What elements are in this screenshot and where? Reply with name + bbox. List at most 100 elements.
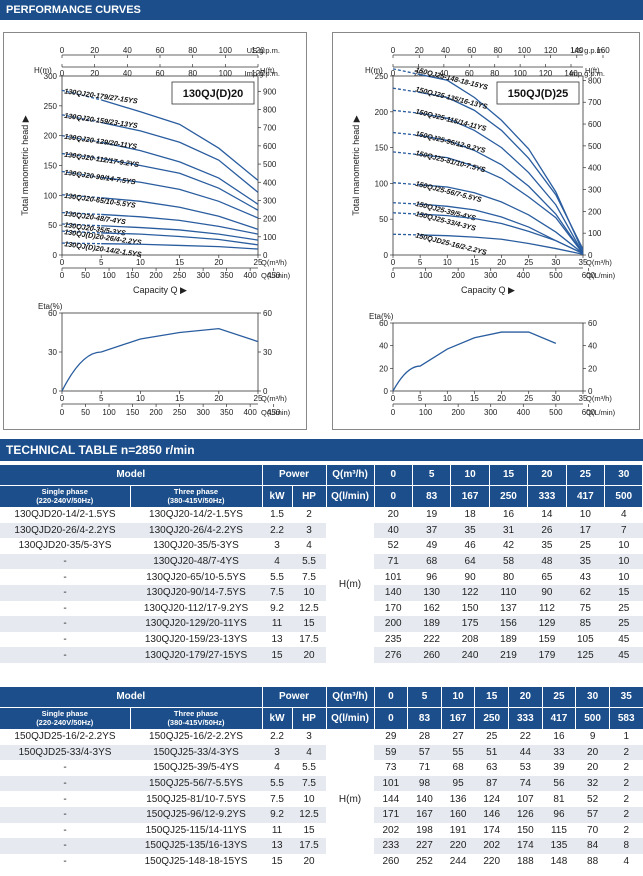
q-lmin-value: 583 [609,706,643,729]
head-value: 14 [527,507,567,523]
head-value: 222 [412,631,451,648]
curve-line [101,243,259,250]
head-value: 29 [374,729,408,745]
hm-tick-label: 200 [44,132,58,141]
eta-tick-label-right: 0 [588,387,593,396]
curve-dashed-segment [61,211,102,216]
head-value: 146 [474,806,509,823]
head-value: 175 [450,616,490,632]
kw-value: 5.5 [262,775,293,792]
single-phase-model: - [0,569,130,585]
head-value: 46 [450,538,490,554]
head-value: 16 [489,507,528,523]
three-phase-model: 130QJ20-48/7-4YS [130,553,263,570]
curve-dashed-segment [61,135,102,143]
three-phase-model: 150QJ25-81/10-7.5YS [130,791,263,807]
hp-value: 4 [292,538,327,554]
eff-m3h-tick-label: 25 [254,394,263,403]
single-phase-model: 130QJD20-35/5-3YS [0,538,130,554]
curve-line [420,213,584,255]
q-lmin-value: 250 [474,706,510,729]
curve-line [420,184,584,255]
q-lmin-value: 167 [450,484,490,507]
kw-value: 15 [262,853,293,870]
eff-m3h-tick-label: 35 [579,394,588,403]
m3h-tick-label: 5 [99,258,104,267]
hft-tick-label: 0 [588,251,593,260]
imp-tick-label: 140 [564,69,578,78]
us-tick-label: 40 [441,46,450,55]
curve-label: 130QJ20-159/23-13YS [64,111,139,130]
head-value: 20 [374,507,413,523]
eff-m3h-axis-label: Q(m³/h) [261,394,287,403]
q-m3h-value: 15 [474,687,510,707]
single-phase-model: - [0,853,130,870]
hft-tick-label: 500 [588,142,602,151]
head-value: 276 [374,647,413,663]
x-axis-title: Capacity Q ▶ [461,285,515,295]
hft-tick-label: 800 [588,76,602,85]
m3h-tick-label: 25 [254,258,263,267]
imp-tick-label: 120 [251,69,265,78]
lmin-tick-label: 100 [102,271,116,280]
q-lmin-value: 333 [527,484,567,507]
hp-value: 10 [292,584,327,601]
hp-value: 3 [292,522,327,539]
head-value: 2 [609,822,643,839]
hm-tick-label: 100 [44,191,58,200]
q-m3h-value: 5 [407,687,442,707]
head-value: 18 [450,507,490,523]
table-row: 130QJD20-14/2-1.5YS 130QJ20-14/2-1.5YS 1.5… [0,507,643,663]
imp-scale-label: Imp g.p.m. [570,69,605,78]
eta-tick-label-left: 20 [379,364,388,373]
hp-value: 20 [292,853,327,870]
hft-tick-label: 100 [263,233,277,242]
m3h-tick-label: 20 [497,258,506,267]
q-lmin-value: 250 [489,484,529,507]
table-row: -150QJ25-81/10-7.5YS 7.5 10 144 140 136 124 107… [0,791,643,807]
head-value: 25 [604,600,643,617]
performance-title: PERFORMANCE CURVES [6,4,141,16]
head-value: 252 [407,853,442,870]
hm-tick-label: 250 [44,102,58,111]
table-row: -130QJ20-179/27-15YS 15 20 276 260 240 219 179 1… [0,647,643,663]
hp-value: 5.5 [292,760,327,776]
head-value: 189 [489,631,528,648]
curve-dashed-segment [61,223,102,227]
head-value: 10 [604,538,643,554]
q-m3h-value: 20 [508,687,543,707]
q-lmin-value: 500 [575,706,610,729]
eff-lmin-tick-label: 600 [582,408,596,417]
imp-tick-label: 120 [539,69,553,78]
head-value: 25 [474,729,509,745]
head-value: 28 [407,729,442,745]
kw-value: 3 [262,538,293,554]
single-phase-model: - [0,600,130,617]
eta-axis-label: Eta(%) [369,312,394,321]
head-value: 110 [489,584,528,601]
eff-m3h-tick-label: 10 [443,394,452,403]
head-value: 191 [441,822,475,839]
kw-value: 9.2 [262,806,293,823]
single-phase-model: 130QJD20-26/4-2.2YS [0,522,130,539]
curve-line [420,234,584,255]
us-tick-label: 120 [251,46,265,55]
curve-dashed-segment [61,152,102,159]
imp-tick-label: 0 [391,69,396,78]
head-value: 4 [609,853,643,870]
head-value: 39 [542,760,576,776]
eff-lmin-tick-label: 500 [549,408,563,417]
head-value: 35 [450,522,490,539]
eta-tick-label-right: 0 [263,387,268,396]
curve-dashed-segment [392,202,421,205]
head-value: 22 [508,729,543,745]
head-value: 235 [374,631,413,648]
q-m3h-value: 0 [374,687,409,707]
q-lmin-value: 167 [441,706,476,729]
imp-tick-label: 40 [123,69,132,78]
head-value: 19 [412,507,451,523]
imp-tick-label: 100 [513,69,527,78]
model-label: 150QJ(D)25 [508,88,569,100]
eff-m3h-tick-label: 5 [99,394,104,403]
head-value: 65 [527,569,567,585]
